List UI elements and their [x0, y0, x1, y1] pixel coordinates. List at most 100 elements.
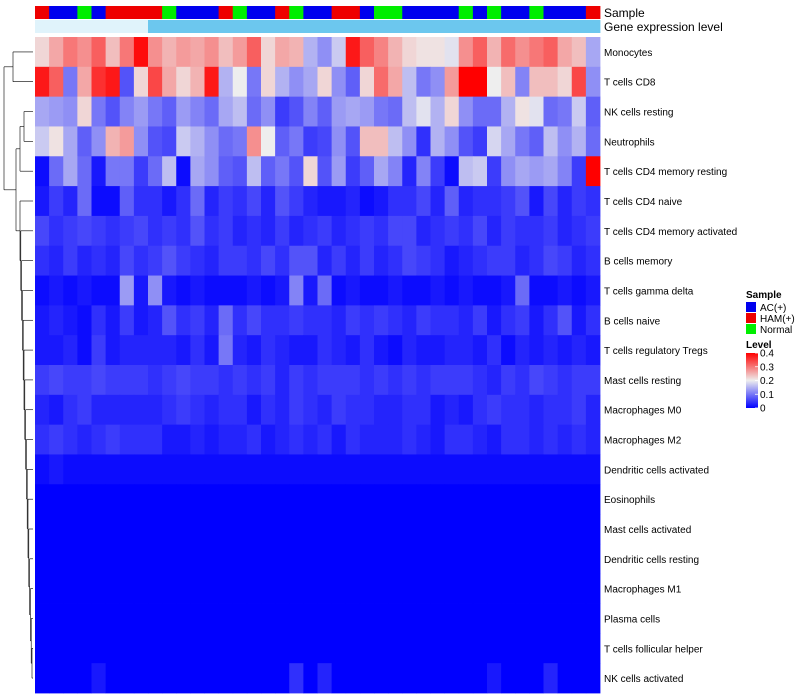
heatmap-cell: [529, 365, 544, 396]
heatmap-cell: [148, 484, 163, 515]
heatmap-cell: [585, 365, 601, 396]
heatmap-cell: [261, 275, 276, 306]
heatmap-cell: [91, 484, 107, 515]
heatmap-cell: [232, 543, 248, 575]
heatmap-cell: [105, 37, 121, 68]
heatmap-cell: [190, 156, 205, 187]
sample-legend-swatch: [746, 313, 756, 323]
row-label: Plasma cells: [604, 614, 660, 625]
heatmap-cell: [35, 126, 50, 157]
sample-annotation-cell: [529, 6, 544, 19]
heatmap-cell: [91, 37, 107, 68]
gene-expression-annotation-cell: [374, 20, 389, 33]
heatmap-cell: [430, 335, 446, 366]
heatmap-cell: [430, 484, 446, 515]
heatmap-cell: [49, 215, 64, 247]
heatmap-cell: [91, 186, 107, 217]
heatmap-cell: [289, 186, 304, 217]
gene-expression-annotation-cell: [133, 20, 149, 33]
heatmap-cell: [345, 484, 361, 515]
heatmap-cell: [133, 335, 149, 366]
heatmap-cell: [133, 66, 149, 98]
heatmap-cell: [416, 215, 431, 247]
heatmap-cell: [204, 484, 220, 515]
heatmap-cell: [77, 365, 92, 396]
heatmap-cell: [176, 215, 191, 247]
heatmap-cell: [204, 603, 220, 634]
heatmap-cell: [63, 275, 78, 306]
heatmap-cell: [49, 156, 64, 187]
heatmap-cell: [345, 156, 361, 187]
heatmap-cell: [487, 514, 502, 545]
gene-expression-annotation-cell: [218, 20, 234, 33]
heatmap-cell: [487, 37, 502, 68]
heatmap-cell: [303, 126, 318, 157]
sample-annotation-cell: [275, 6, 290, 19]
heatmap-cell: [345, 543, 361, 575]
heatmap-cell: [571, 96, 587, 127]
heatmap-cell: [162, 37, 177, 68]
heatmap-cell: [402, 126, 417, 157]
heatmap-cell: [571, 215, 587, 247]
heatmap-cell: [571, 424, 587, 455]
heatmap-cell: [430, 543, 446, 575]
heatmap-cell: [204, 156, 220, 187]
heatmap-cell: [289, 66, 304, 98]
heatmap-cell: [261, 335, 276, 366]
heatmap-cell: [35, 335, 50, 366]
heatmap-cell: [317, 394, 333, 426]
heatmap-cell: [529, 186, 544, 217]
heatmap-cell: [49, 305, 64, 336]
heatmap-cell: [246, 156, 262, 187]
heatmap-cell: [359, 275, 375, 306]
heatmap-cell: [261, 96, 276, 127]
heatmap-cell: [77, 603, 92, 634]
heatmap-cell: [317, 275, 333, 306]
heatmap-cell: [402, 365, 417, 396]
heatmap-cell: [119, 633, 135, 664]
heatmap-cell: [543, 245, 559, 276]
heatmap-cell: [388, 603, 403, 634]
heatmap-cell: [176, 66, 191, 98]
heatmap-cell: [487, 96, 502, 127]
heatmap-cell: [289, 573, 304, 604]
heatmap-cell: [246, 186, 262, 217]
row-label: T cells regulatory Tregs: [604, 346, 708, 357]
gene-expression-annotation-cell: [303, 20, 318, 33]
heatmap-cell: [501, 305, 516, 336]
heatmap-cell: [77, 394, 92, 426]
sample-legend-swatch: [746, 302, 756, 312]
heatmap-cell: [275, 215, 290, 247]
row-dendrogram: [3, 51, 33, 679]
heatmap-cell: [148, 573, 163, 604]
heatmap-cell: [317, 156, 333, 187]
gene-expression-annotation-cell: [232, 20, 248, 33]
heatmap-cell: [232, 394, 248, 426]
heatmap-cell: [218, 484, 234, 515]
heatmap-cell: [331, 66, 347, 98]
heatmap-cell: [458, 365, 474, 396]
heatmap-cell: [133, 603, 149, 634]
heatmap-cell: [148, 394, 163, 426]
heatmap-cell: [416, 663, 431, 694]
heatmap-cell: [388, 484, 403, 515]
heatmap-cell: [261, 603, 276, 634]
heatmap-cell: [472, 215, 488, 247]
heatmap-cell: [148, 365, 163, 396]
heatmap-cell: [585, 543, 601, 575]
heatmap-cell: [557, 66, 573, 98]
heatmap-cell: [176, 186, 191, 217]
heatmap-cell: [232, 186, 248, 217]
heatmap-cell: [331, 394, 347, 426]
heatmap-cell: [571, 484, 587, 515]
heatmap-cell: [585, 424, 601, 455]
heatmap-cell: [91, 96, 107, 127]
heatmap-cell: [430, 454, 446, 485]
heatmap-cell: [345, 514, 361, 545]
heatmap-cell: [543, 365, 559, 396]
heatmap-cell: [148, 424, 163, 455]
heatmap-cell: [77, 126, 92, 157]
heatmap-cell: [472, 126, 488, 157]
heatmap-cell: [190, 663, 205, 694]
heatmap-cell: [218, 186, 234, 217]
